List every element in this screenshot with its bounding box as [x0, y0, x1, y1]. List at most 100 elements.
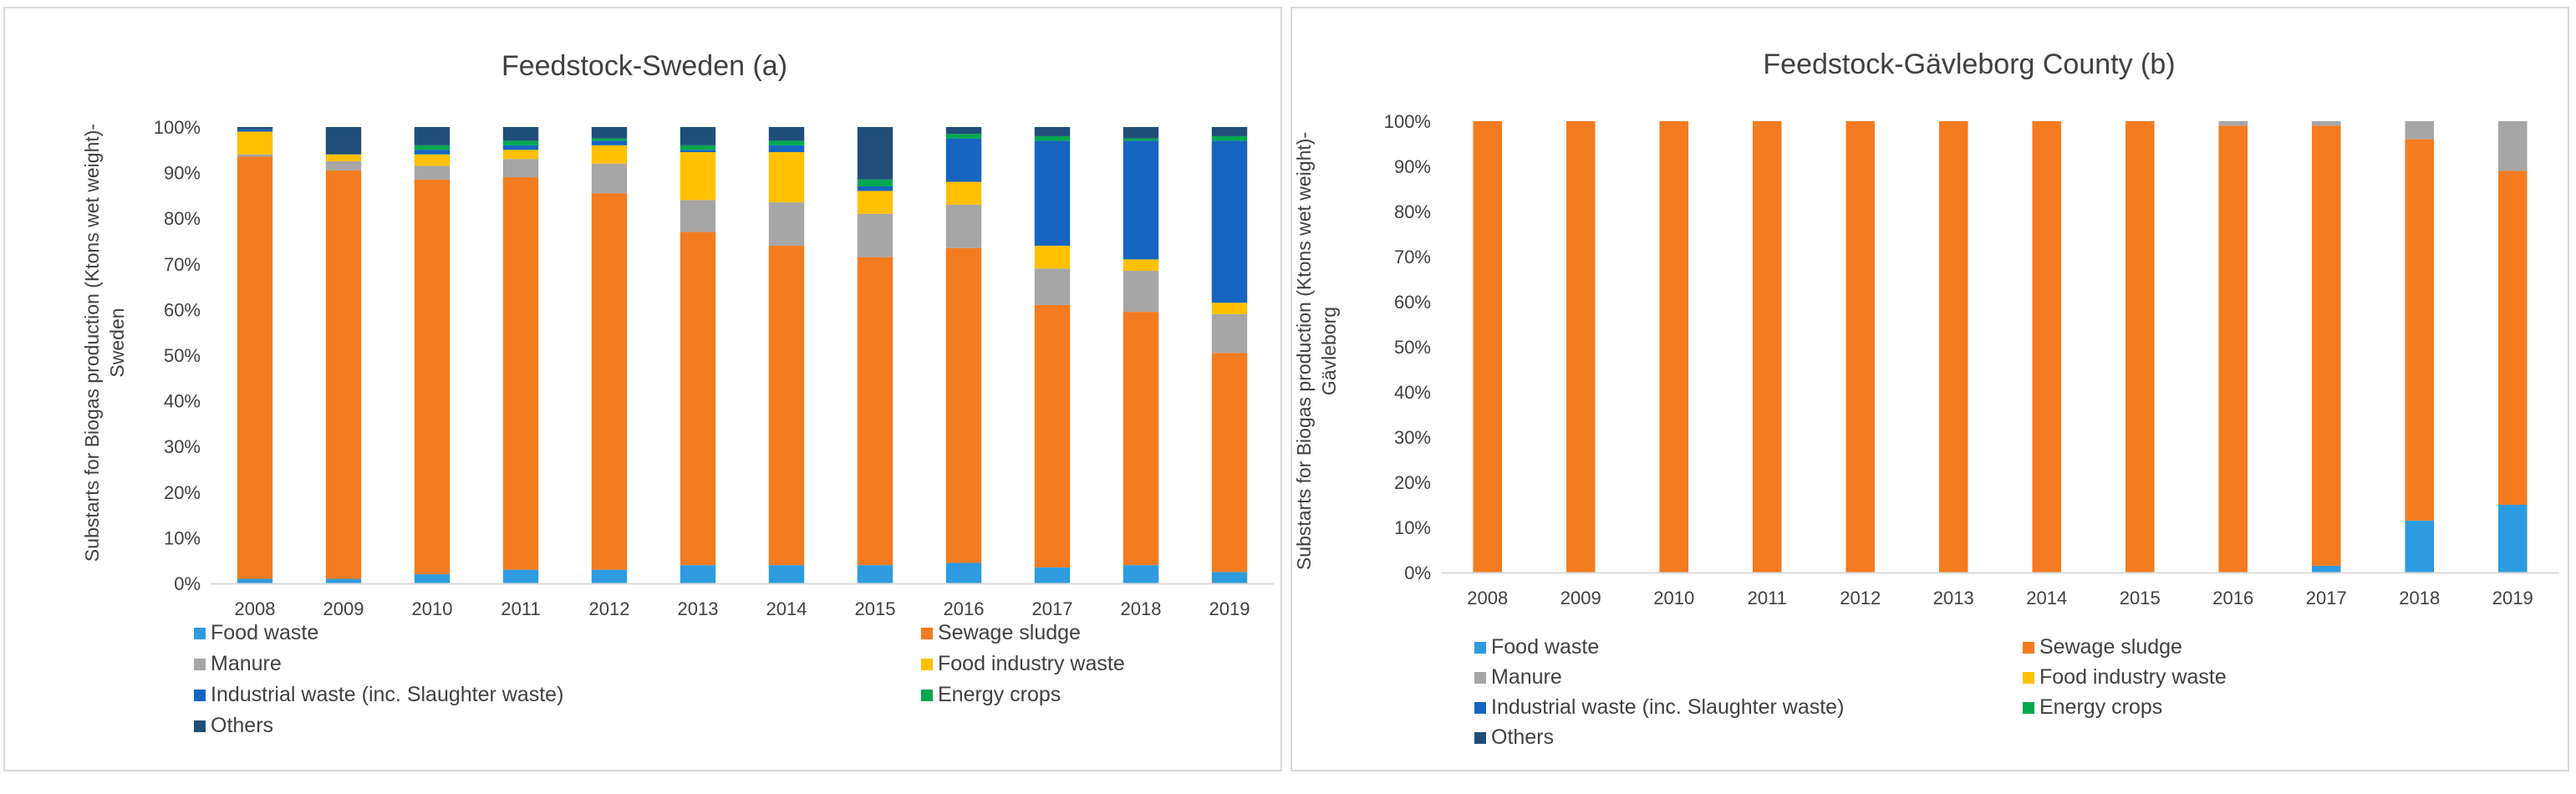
bar-segment-2008-manure: [237, 154, 273, 157]
y-tick-label: 50%: [164, 345, 201, 366]
legend-swatch: [194, 659, 206, 670]
x-tick-label: 2014: [2026, 588, 2067, 608]
chart-panel-sweden: Feedstock-Sweden (a) Substarts for Bioga…: [3, 7, 1282, 771]
bar-segment-2010-industrial-waste-inc-slaughter-waste: [414, 150, 451, 155]
legend-label: Food industry waste: [2039, 665, 2227, 689]
bar-segment-2014-sewage-sludge: [768, 245, 805, 566]
bar-segment-2014-manure: [768, 202, 805, 246]
legend-swatch: [1474, 702, 1486, 714]
chart-panel-gavleborg: Feedstock-Gävleborg County (b) Substarts…: [1291, 7, 2569, 771]
bar-segment-2015-energy-crops: [857, 179, 893, 186]
x-tick-label: 2019: [1209, 598, 1250, 619]
legend-swatch: [1474, 642, 1486, 654]
x-tick-label: 2011: [1748, 588, 1787, 608]
bar-segment-2010-food-industry-waste: [414, 154, 451, 166]
bar-segment-2009-others: [325, 127, 362, 155]
x-tick-label: 2019: [2492, 588, 2533, 608]
bar-segment-2017-manure: [2311, 121, 2341, 126]
bar-segment-2019-energy-crops: [1211, 135, 1248, 141]
bar-segment-2016-sewage-sludge: [945, 247, 982, 563]
bar-segment-2016-energy-crops: [945, 134, 982, 139]
chart-sweden: Feedstock-Sweden (a) Substarts for Bioga…: [81, 50, 1274, 737]
bar-segment-2012-sewage-sludge: [591, 193, 628, 570]
bar-segment-2017-food-waste: [2311, 565, 2341, 573]
x-tick-label: 2013: [1933, 588, 1974, 608]
bar-segment-2011-industrial-waste-inc-slaughter-waste: [502, 145, 539, 150]
bar-segment-2013-sewage-sludge: [1938, 121, 1968, 573]
bar-segment-2019-food-waste: [1211, 572, 1248, 583]
bar-segment-2014-food-industry-waste: [768, 152, 805, 203]
y-tick-label: 30%: [1394, 427, 1431, 448]
legend-swatch: [2023, 672, 2034, 684]
bar-segment-2010-energy-crops: [414, 145, 451, 150]
bar-segment-2012-food-waste: [591, 569, 628, 583]
x-tick-label: 2015: [855, 598, 896, 619]
legend-label: Others: [211, 714, 273, 737]
bar-segment-2017-energy-crops: [1034, 135, 1071, 141]
y-tick-label: 90%: [164, 163, 201, 184]
bar-segment-2009-sewage-sludge: [1565, 121, 1596, 573]
bar-segment-2018-food-industry-waste: [1123, 259, 1159, 271]
bar-segment-2011-sewage-sludge: [1752, 121, 1782, 573]
bar-segment-2011-others: [502, 127, 539, 141]
bar-segment-2013-industrial-waste-inc-slaughter-waste: [680, 150, 716, 153]
bar-segment-2012-food-industry-waste: [591, 145, 628, 164]
bar-segment-2013-energy-crops: [680, 145, 716, 150]
bar-segment-2008-sewage-sludge: [1473, 121, 1503, 573]
chart-title: Feedstock-Gävleborg County (b): [1763, 48, 2175, 80]
legend-swatch: [921, 659, 933, 670]
y-tick-label: 80%: [1394, 201, 1431, 222]
bar-segment-2019-food-waste: [2497, 505, 2528, 573]
bar-segment-2011-manure: [502, 159, 539, 178]
bar-segment-2014-sewage-sludge: [2032, 121, 2062, 573]
bar-segment-2013-food-industry-waste: [680, 152, 716, 201]
bar-segment-2013-food-waste: [680, 565, 716, 583]
legend-swatch: [2023, 702, 2034, 714]
legend-label: Others: [1491, 725, 1554, 749]
x-tick-label: 2014: [766, 598, 807, 619]
bar-segment-2011-food-waste: [502, 569, 539, 583]
bar-segment-2015-food-waste: [857, 565, 893, 583]
y-tick-label: 50%: [1394, 337, 1431, 358]
legend-swatch: [194, 720, 206, 732]
bar-segment-2008-sewage-sludge: [237, 156, 273, 579]
bar-segment-2014-others: [768, 127, 805, 141]
bar-segment-2019-manure: [1211, 313, 1248, 354]
legend-swatch: [1474, 672, 1486, 684]
y-axis-label-line-1: Substarts for Biogas production (Ktons w…: [81, 124, 103, 562]
bar-segment-2015-industrial-waste-inc-slaughter-waste: [857, 186, 893, 191]
x-tick-label: 2011: [501, 598, 540, 619]
x-tick-label: 2009: [1560, 588, 1601, 608]
bar-segment-2015-others: [857, 127, 893, 180]
bar-segment-2013-manure: [680, 200, 716, 232]
y-tick-label: 70%: [1394, 247, 1431, 267]
y-tick-label: 20%: [164, 482, 201, 503]
y-tick-label: 0%: [174, 573, 201, 594]
y-tick-label: 30%: [164, 436, 201, 457]
bar-segment-2014-industrial-waste-inc-slaughter-waste: [768, 145, 805, 153]
y-tick-label: 80%: [164, 208, 201, 229]
bar-segment-2009-food-industry-waste: [325, 154, 362, 161]
x-tick-label: 2010: [1653, 588, 1694, 608]
bar-segment-2012-manure: [591, 163, 628, 194]
legend-label: Sewage sludge: [938, 621, 1081, 644]
x-tick-label: 2016: [944, 598, 985, 619]
bar-segment-2018-food-waste: [1123, 565, 1159, 583]
legend-label: Manure: [211, 652, 282, 675]
bar-segment-2016-sewage-sludge: [2218, 125, 2248, 573]
bar-segment-2018-manure: [2405, 121, 2435, 140]
bar-segment-2012-industrial-waste-inc-slaughter-waste: [591, 140, 628, 145]
bar-segment-2019-manure: [2497, 121, 2528, 171]
bar-segment-2011-food-industry-waste: [502, 150, 539, 160]
bar-segment-2019-food-industry-waste: [1211, 303, 1248, 314]
y-tick-label: 100%: [1384, 111, 1431, 132]
y-tick-label: 10%: [1394, 517, 1431, 538]
bar-segment-2010-food-waste: [414, 574, 451, 583]
bar-segment-2015-food-industry-waste: [857, 191, 893, 214]
legend-swatch: [2023, 642, 2034, 654]
bar-segment-2012-others: [591, 127, 628, 139]
legend-label: Sewage sludge: [2039, 635, 2182, 659]
bar-segment-2011-sewage-sludge: [502, 177, 539, 570]
bar-segment-2010-others: [414, 127, 451, 145]
bar-segment-2014-energy-crops: [768, 140, 805, 145]
